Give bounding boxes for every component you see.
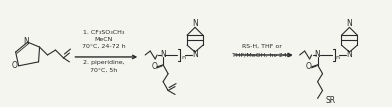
Text: N: N	[347, 51, 352, 59]
Text: N: N	[347, 19, 352, 28]
Text: N: N	[315, 51, 320, 59]
Text: N: N	[24, 37, 29, 46]
Text: n: n	[181, 55, 185, 60]
Text: SR: SR	[325, 96, 336, 105]
Text: THF/MeOH, hν 24h: THF/MeOH, hν 24h	[232, 52, 291, 57]
Text: O: O	[306, 62, 312, 71]
Text: N: N	[160, 51, 166, 59]
Text: n: n	[336, 55, 339, 60]
Text: N: N	[192, 51, 198, 59]
Text: 70°C, 24-72 h: 70°C, 24-72 h	[82, 44, 125, 49]
Text: 70°C, 5h: 70°C, 5h	[90, 67, 117, 72]
Text: 2. piperidine,: 2. piperidine,	[83, 60, 124, 65]
Text: 1. CF₃SO₃CH₃: 1. CF₃SO₃CH₃	[83, 30, 124, 35]
Text: MeCN: MeCN	[94, 37, 113, 42]
Text: RS-H, THF or: RS-H, THF or	[242, 44, 282, 49]
Text: N: N	[192, 19, 198, 28]
Text: O: O	[151, 62, 157, 71]
Text: O: O	[12, 61, 18, 70]
